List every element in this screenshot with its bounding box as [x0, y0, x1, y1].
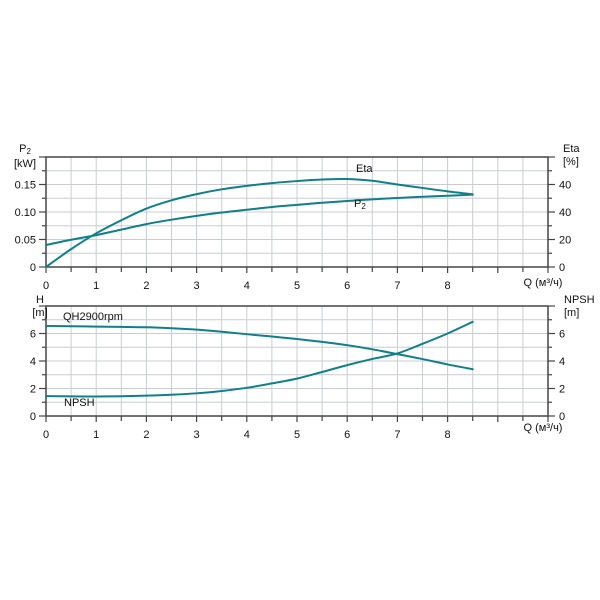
grid-lines	[46, 306, 548, 416]
x-tick-label: 2	[143, 280, 149, 292]
power-and-efficiency-vs-flow-chart: 0 1 2 3 4 5 6 7 8 0.15 0.10 0.05 0 40 40 20 0	[15, 156, 572, 293]
right-tick-label: 4	[559, 356, 565, 368]
qh-curve-label: QH2900rpm	[63, 311, 123, 323]
right-tick-label: 6	[559, 329, 565, 341]
x-tick-label: 5	[294, 280, 300, 292]
x-tick-label: 2	[143, 429, 149, 441]
x-tick-label: 0	[43, 280, 49, 292]
eta-curve-label: Eta	[356, 163, 373, 175]
qh2900rpm-curve	[45, 324, 474, 371]
right-tick-label: 40	[559, 207, 571, 219]
p2-axis-title: P2	[19, 143, 31, 156]
right-tick-label: 0	[559, 411, 565, 423]
left-tick-label: 6	[30, 329, 36, 341]
tick-labels: 0 1 2 3 4 5 6 7 8 0.15 0.10 0.05 0 40 40 20 0	[15, 180, 572, 293]
left-tick-label: 0	[30, 411, 36, 423]
left-tick-label: 0.15	[15, 180, 36, 192]
p2-curve-label: P2	[354, 198, 366, 211]
left-tick-label: 0.10	[15, 207, 36, 219]
bottom-x-axis-unit-label: Q (м³/ч)	[523, 422, 563, 434]
right-tick-label: 40	[559, 180, 571, 192]
top-right-axis-title: Eta [%]	[563, 143, 580, 169]
p2-curve	[45, 193, 474, 246]
npsh-axis-unit: [m]	[564, 307, 580, 319]
eta-axis-title: Eta	[563, 143, 580, 155]
x-tick-label: 8	[445, 280, 451, 292]
x-tick-label: 0	[43, 429, 49, 441]
x-tick-label: 1	[93, 280, 99, 292]
axis-ticks	[39, 156, 555, 273]
bottom-left-axis-title: H [m]	[22, 294, 58, 320]
top-left-axis-title: P2 [kW]	[6, 143, 44, 171]
left-tick-label: 4	[30, 356, 36, 368]
x-tick-label: 6	[344, 429, 350, 441]
head-and-npsh-vs-flow-chart: 0 1 2 3 4 5 6 7 8 6 4 2 0 6 4 2 0	[30, 305, 565, 442]
npsh-curve	[45, 320, 474, 398]
x-tick-label: 3	[194, 429, 200, 441]
p2-curve-label-subscript: 2	[361, 202, 366, 211]
eta-axis-unit: [%]	[563, 156, 579, 168]
tick-labels: 0 1 2 3 4 5 6 7 8 6 4 2 0 6 4 2 0	[30, 329, 565, 442]
grid-lines	[46, 157, 548, 267]
x-tick-label: 5	[294, 429, 300, 441]
top-x-axis-unit-label: Q (м³/ч)	[523, 277, 563, 289]
p2-subscript: 2	[26, 147, 31, 156]
npsh-curve-label: NPSH	[64, 397, 95, 409]
head-axis-title: H	[36, 294, 44, 306]
p2-axis-unit: [kW]	[14, 158, 36, 170]
left-tick-label: 0	[30, 262, 36, 274]
x-tick-label: 7	[394, 280, 400, 292]
x-tick-label: 4	[244, 429, 250, 441]
x-tick-label: 1	[93, 429, 99, 441]
left-tick-label: 0.05	[15, 235, 36, 247]
bottom-right-axis-title: NPSH [m]	[564, 294, 595, 320]
x-tick-label: 8	[445, 429, 451, 441]
left-tick-label: 2	[30, 384, 36, 396]
x-tick-label: 7	[394, 429, 400, 441]
axis-ticks	[39, 305, 555, 422]
x-tick-label: 4	[244, 280, 250, 292]
x-tick-label: 6	[344, 280, 350, 292]
right-tick-label: 0	[559, 262, 565, 274]
right-tick-label: 2	[559, 384, 565, 396]
x-tick-label: 3	[194, 280, 200, 292]
head-axis-unit: [m]	[32, 307, 48, 319]
eta-curve	[45, 177, 474, 268]
right-tick-label: 20	[559, 235, 571, 247]
npsh-axis-title: NPSH	[564, 294, 595, 306]
